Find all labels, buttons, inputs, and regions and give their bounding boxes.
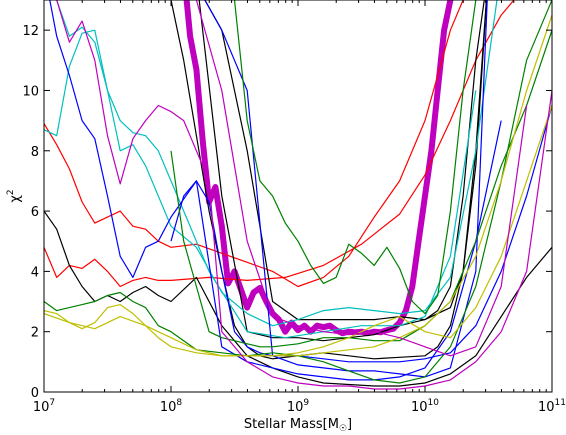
x-tick-label: 1010 — [411, 398, 439, 415]
series-line-7 — [204, 0, 488, 321]
y-tick-label: 0 — [31, 386, 39, 401]
series-line-10 — [49, 0, 502, 381]
series-line-18 — [56, 0, 552, 390]
series-line-4 — [44, 210, 552, 387]
series-line-2 — [44, 0, 464, 288]
series-layer — [44, 0, 552, 390]
ticks-layer: 107 108 109 1010 1011 0 2 4 6 8 10 12 — [22, 0, 566, 415]
x-tick-label: 109 — [287, 398, 310, 415]
x-tick-label: 107 — [33, 398, 55, 415]
y-axis-label: χ2 — [6, 189, 23, 202]
series-line-17 — [44, 105, 552, 357]
x-tick-label: 108 — [160, 398, 183, 415]
series-line-13 — [170, 30, 552, 348]
y-tick-label: 10 — [22, 84, 39, 99]
series-line-1 — [183, 0, 454, 337]
series-line-15 — [44, 0, 552, 384]
series-line-12 — [204, 0, 488, 378]
x-tick-label: 1011 — [538, 398, 566, 415]
series-line-19 — [195, 0, 528, 357]
y-tick-label: 6 — [31, 205, 39, 220]
series-line-14 — [233, 0, 477, 315]
x-axis-label-sub: ☉ — [339, 424, 347, 434]
y-tick-label: 8 — [31, 145, 39, 160]
x-axis-label: Stellar Mass[M☉] — [244, 417, 352, 434]
y-tick-label: 2 — [31, 326, 39, 341]
x-axis-label-end: ] — [347, 417, 352, 432]
y-axis-label-sup: 2 — [6, 189, 16, 195]
y-tick-label: 4 — [31, 265, 39, 280]
series-line-9 — [56, 0, 477, 339]
series-line-5 — [119, 0, 485, 342]
series-line-3 — [44, 0, 515, 288]
y-tick-label: 12 — [22, 24, 39, 39]
series-line-11 — [170, 105, 552, 363]
